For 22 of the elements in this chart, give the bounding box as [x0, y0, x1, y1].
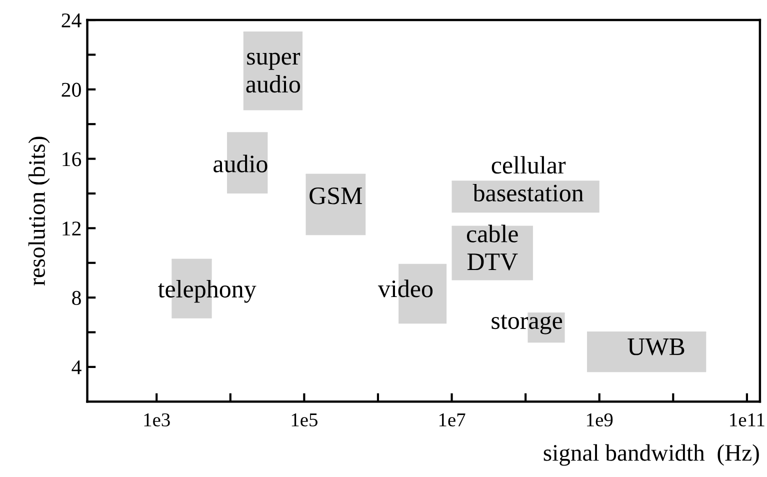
x-tick-label: 1e3	[144, 413, 170, 426]
y-tick-label: 20	[62, 82, 81, 97]
x-tick-label: 1e11	[730, 413, 764, 426]
annotation: storage	[492, 314, 562, 334]
annotation: cellular basestation	[472, 156, 584, 202]
x-tick-label: 1e9	[587, 413, 613, 426]
annotation: cable DTV	[466, 224, 518, 270]
annotation: super audio	[246, 52, 300, 93]
y-tick-label: 8	[72, 290, 81, 305]
y-axis-title: resolution (bits)	[28, 136, 50, 286]
annotation: GSM	[310, 187, 362, 204]
annotation: audio	[214, 154, 268, 172]
x-tick-label: 1e7	[439, 413, 466, 426]
annotation: UWB	[628, 338, 684, 356]
annotation: telephony	[158, 280, 256, 303]
y-tick-label: 16	[62, 152, 82, 166]
y-tick-label: 24	[62, 13, 82, 28]
annotation: video	[378, 280, 433, 298]
y-tick-label: 4	[72, 360, 82, 374]
y-tick-label: 12	[62, 222, 81, 236]
x-tick-label: 1e5	[292, 413, 318, 426]
x-axis-title: signal bandwidth (Hz)	[544, 444, 759, 466]
